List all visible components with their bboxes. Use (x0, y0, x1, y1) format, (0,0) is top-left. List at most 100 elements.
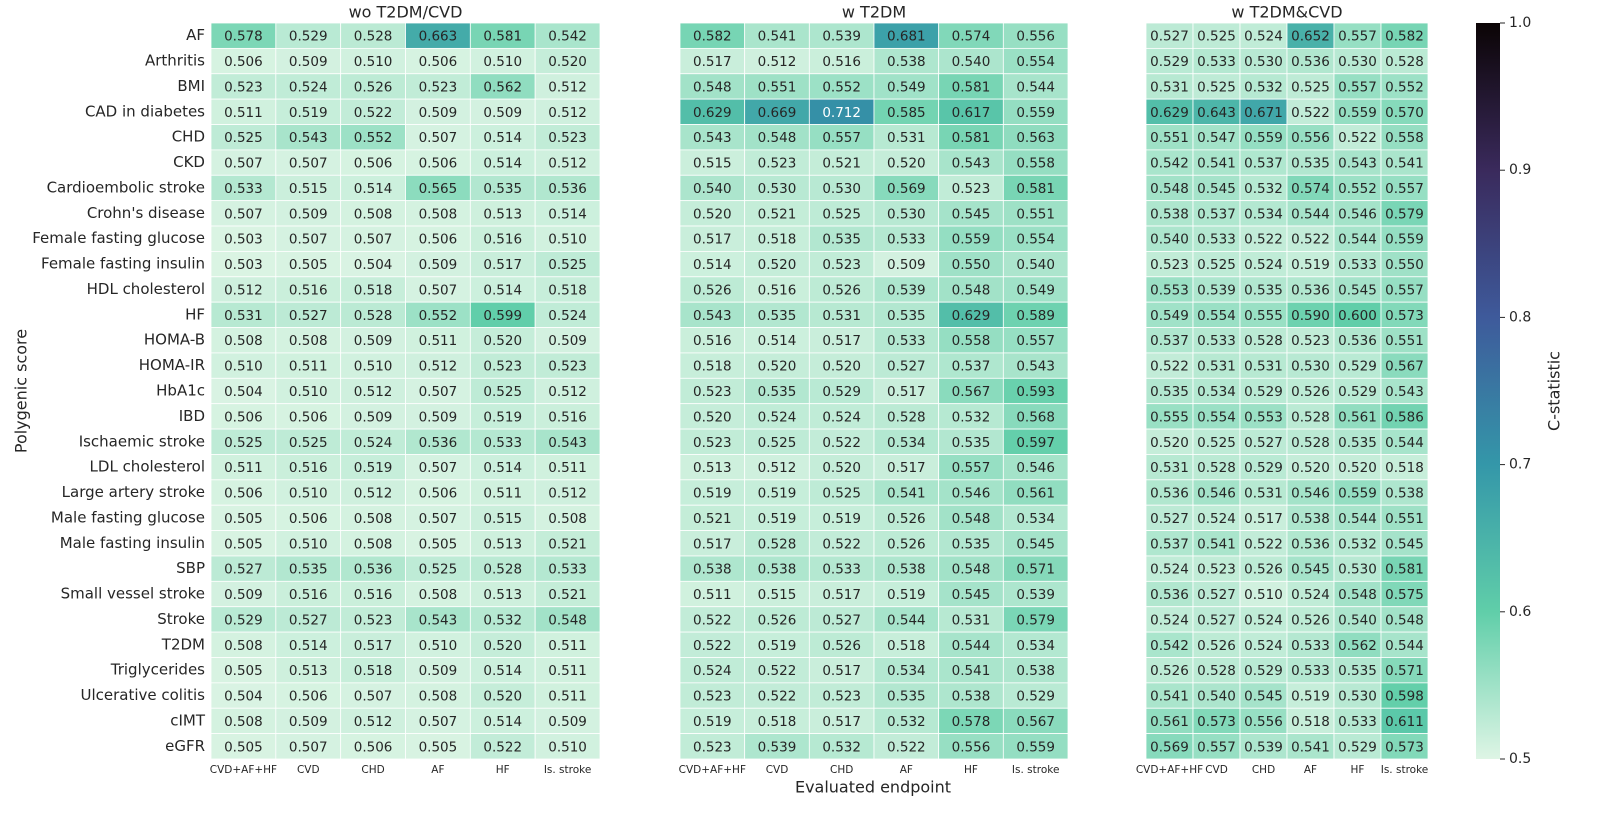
cell-value: 0.522 (483, 739, 522, 755)
cell-value: 0.529 (1244, 384, 1283, 400)
cell-value: 0.518 (758, 714, 797, 730)
x-tick-label: CVD+AF+HF (1136, 764, 1203, 776)
cell-value: 0.530 (1291, 359, 1330, 375)
heatmap-cell (275, 47, 342, 75)
heatmap-cell (679, 200, 746, 227)
heatmap-cell (938, 454, 1004, 481)
cell-value: 0.539 (887, 282, 926, 298)
cell-value: 0.551 (758, 79, 797, 95)
heatmap-cell (1145, 73, 1194, 100)
heatmap-cell (808, 73, 875, 100)
cell-value: 0.551 (1385, 511, 1424, 527)
cell-value: 0.629 (693, 105, 732, 121)
cell-value: 0.519 (1291, 257, 1330, 273)
cell-value: 0.552 (822, 79, 861, 95)
cell-value: 0.561 (1016, 486, 1055, 502)
heatmap-cell (534, 504, 601, 531)
heatmap-cell (1286, 733, 1335, 760)
cell-value: 0.527 (289, 308, 328, 324)
heatmap-cell (1145, 276, 1194, 303)
cell-value: 0.526 (1291, 384, 1330, 400)
heatmap-cell (210, 682, 277, 709)
cell-value: 0.507 (354, 232, 393, 248)
cell-value: 0.522 (1244, 232, 1283, 248)
cell-value: 0.512 (548, 79, 587, 95)
heatmap-cell (1002, 73, 1069, 100)
heatmap-cell (1286, 454, 1335, 481)
heatmap-cell (340, 454, 406, 481)
cell-value: 0.533 (548, 562, 587, 578)
heatmap-cell (873, 580, 940, 608)
cell-value: 0.506 (224, 409, 263, 425)
heatmap-cell (1145, 428, 1194, 455)
heatmap-cell (808, 555, 875, 582)
heatmap-cell (210, 200, 277, 227)
heatmap-cell (405, 98, 471, 125)
heatmap-cell (938, 73, 1004, 100)
cell-value: 0.522 (1150, 359, 1189, 375)
row-label: AF (186, 26, 205, 44)
heatmap-cell (1145, 733, 1194, 760)
cell-value: 0.507 (224, 156, 263, 172)
heatmap-cell (1333, 327, 1382, 354)
cell-value: 0.512 (758, 54, 797, 70)
heatmap-cell (1192, 327, 1241, 354)
cell-value: 0.523 (354, 612, 393, 628)
cell-value: 0.510 (354, 54, 393, 70)
cell-value: 0.558 (952, 333, 991, 349)
x-tick-label: CVD (297, 764, 320, 776)
heatmap-cell (1192, 428, 1241, 455)
heatmap-cell (210, 276, 277, 303)
cell-value: 0.545 (952, 587, 991, 603)
cell-value: 0.533 (224, 181, 263, 197)
cell-value: 0.545 (1291, 562, 1330, 578)
heatmap-cell (1192, 377, 1241, 405)
heatmap-cell (534, 606, 601, 633)
cell-value: 0.550 (952, 257, 991, 273)
heatmap-cell (1333, 200, 1382, 227)
cell-value: 0.511 (693, 587, 732, 603)
row-label: HDL cholesterol (87, 280, 205, 298)
heatmap-cell (873, 124, 940, 151)
cell-value: 0.581 (952, 130, 991, 146)
heatmap-cell (210, 403, 277, 430)
cell-value: 0.523 (419, 79, 458, 95)
cell-value: 0.507 (419, 282, 458, 298)
row-label: Cardioembolic stroke (47, 178, 205, 196)
heatmap-cell (1192, 200, 1241, 227)
cell-value: 0.527 (224, 562, 263, 578)
cell-value: 0.526 (758, 612, 797, 628)
cell-value: 0.513 (289, 663, 328, 679)
cell-value: 0.512 (354, 486, 393, 502)
heatmap-cell (1380, 504, 1429, 531)
heatmap-cell (1239, 22, 1288, 49)
cell-value: 0.527 (887, 359, 926, 375)
heatmap-cell (1239, 657, 1288, 684)
cell-value: 0.527 (1150, 511, 1189, 527)
cell-value: 0.522 (822, 435, 861, 451)
row-label: HOMA-IR (139, 356, 205, 374)
cell-value: 0.504 (224, 384, 263, 400)
cell-value: 0.533 (822, 562, 861, 578)
cell-value: 0.526 (354, 79, 393, 95)
colorbar-label: C-statistic (1545, 351, 1564, 431)
cell-value: 0.510 (548, 739, 587, 755)
cell-value: 0.520 (758, 359, 797, 375)
heatmap-cell (938, 631, 1004, 658)
heatmap-cell (1380, 327, 1429, 354)
cell-value: 0.550 (1385, 257, 1424, 273)
heatmap-cell (340, 377, 406, 405)
heatmap-cell (744, 555, 810, 582)
cell-value: 0.509 (483, 105, 522, 121)
cell-value: 0.525 (419, 562, 458, 578)
cell-value: 0.567 (1385, 359, 1424, 375)
cell-value: 0.524 (354, 435, 393, 451)
heatmap-cell (1145, 454, 1194, 481)
cell-value: 0.512 (548, 105, 587, 121)
cell-value: 0.520 (483, 689, 522, 705)
cell-value: 0.507 (354, 689, 393, 705)
heatmap-cell (1002, 530, 1069, 557)
cell-value: 0.514 (354, 181, 393, 197)
cell-value: 0.541 (1385, 156, 1424, 172)
cell-value: 0.546 (1291, 486, 1330, 502)
